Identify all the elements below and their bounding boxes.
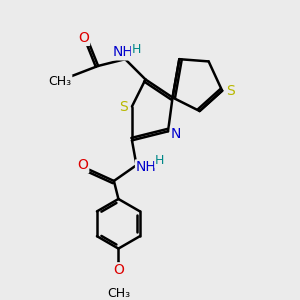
Text: S: S <box>226 84 235 98</box>
Text: O: O <box>77 158 88 172</box>
Text: NH: NH <box>112 45 133 59</box>
Text: CH₃: CH₃ <box>48 75 71 88</box>
Text: S: S <box>119 100 128 113</box>
Text: O: O <box>113 263 124 277</box>
Text: O: O <box>78 31 89 45</box>
Text: NH: NH <box>136 160 157 174</box>
Text: N: N <box>171 127 181 141</box>
Text: CH₃: CH₃ <box>107 287 130 300</box>
Text: H: H <box>155 154 165 167</box>
Text: H: H <box>132 43 141 56</box>
